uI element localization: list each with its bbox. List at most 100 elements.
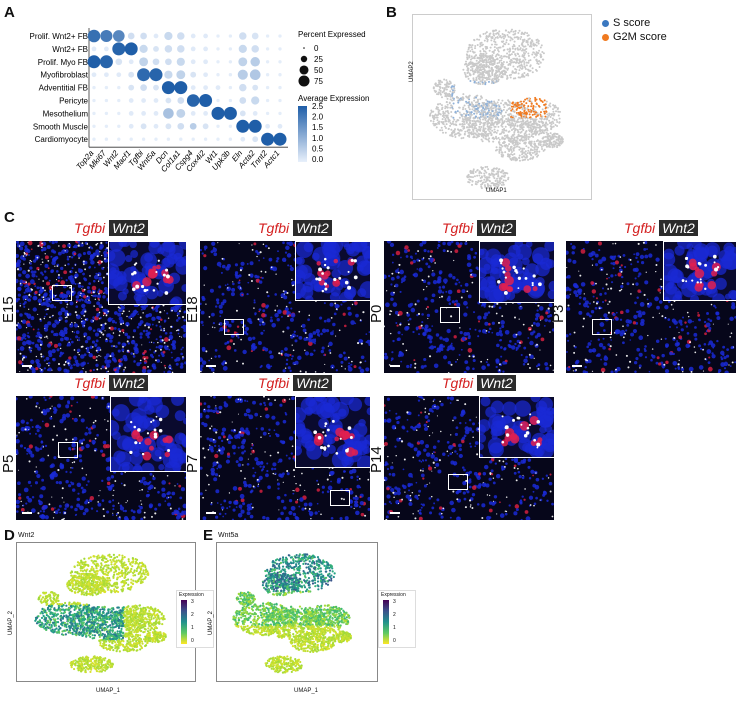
umap-point [529,41,532,44]
umap-point [520,134,523,137]
dot [164,70,173,79]
umap-point [542,132,545,135]
umap-point [516,129,519,132]
umap-point [105,568,108,571]
umap-point [445,79,448,82]
umap-point [514,139,517,142]
umap-point [488,111,491,114]
umap-point [552,110,555,113]
stain-tgfbi-label: Tgfbi [258,220,290,236]
umap-point [510,151,513,154]
umap-point [474,115,477,118]
umap-point [530,154,533,157]
umap-point [468,108,471,111]
umap-point [496,113,499,116]
umap-point [440,121,443,124]
umap-point [482,127,485,130]
umap-point [468,119,471,122]
umap-point [63,621,66,625]
umap-point [83,557,86,560]
umap-point [530,134,533,137]
umap-point [507,107,510,110]
s-score-dot [602,19,609,27]
umap-point [509,119,512,122]
umap-point [87,614,90,617]
umap-point [531,71,534,74]
umap-point [138,566,141,569]
umap-point [534,111,537,114]
umap-point [120,627,123,631]
umap-point [493,104,496,107]
dot [265,98,270,103]
umap-point [482,136,485,139]
umap-point [123,567,126,570]
umap-point [41,612,44,615]
umap-point [479,118,482,121]
umap-point [467,173,470,176]
zoom-region-box [58,442,78,458]
umap-point [466,64,469,67]
umap-point [136,633,139,637]
umap-point [105,612,108,615]
umap-point [468,94,471,97]
umap-point [457,131,460,134]
umap-point [534,119,537,122]
umap-point [89,663,93,666]
umap-point [443,78,446,81]
umap-point [556,121,559,124]
umap-point [521,120,524,123]
umap-point [125,608,129,611]
umap-point [518,154,521,157]
umap-point [467,104,470,107]
umap-point [97,590,100,593]
umap-point [550,113,553,116]
dot [112,30,125,42]
umap-point [514,29,517,32]
umap-point [458,116,461,119]
umap-point [478,106,481,109]
umap-point [532,42,535,45]
umap-point [131,561,134,564]
umap-point [59,618,62,621]
umap-point [521,54,524,57]
umap-point [484,80,487,83]
umap-point [466,69,469,72]
umap-point [441,91,444,94]
umap-point [537,120,540,123]
umap-point [107,610,110,613]
umap-point [109,645,112,648]
umap-point [444,92,447,95]
umap-point [488,101,491,104]
umap-point [534,128,537,131]
umap-point [96,662,99,665]
dot [252,111,258,116]
umap-point [431,114,434,117]
dot [104,124,109,128]
umap-points [34,553,167,674]
umap-point [505,55,508,58]
umap-point [514,68,517,71]
umap-point [496,121,499,124]
umap-point [453,87,456,90]
umap-point [496,62,499,65]
umap-point [106,576,109,580]
dot [251,45,259,53]
umap-point [493,173,496,176]
umap-point [518,124,521,127]
umap-point [521,147,524,150]
umap-point [471,48,474,51]
legend-pct-value: 50 [314,66,323,75]
dot [228,60,233,64]
umap-point [501,72,504,75]
umap-point [481,140,484,143]
umap-point [531,40,534,43]
umap-point [500,112,503,115]
umap-point [88,618,92,621]
umap-point [505,61,508,64]
stain-tgfbi-label: Tgfbi [442,375,474,391]
umap-point [69,631,72,634]
umap-point [560,142,563,145]
umap-point [445,110,448,113]
dot [174,81,188,95]
umap-point [78,608,81,612]
